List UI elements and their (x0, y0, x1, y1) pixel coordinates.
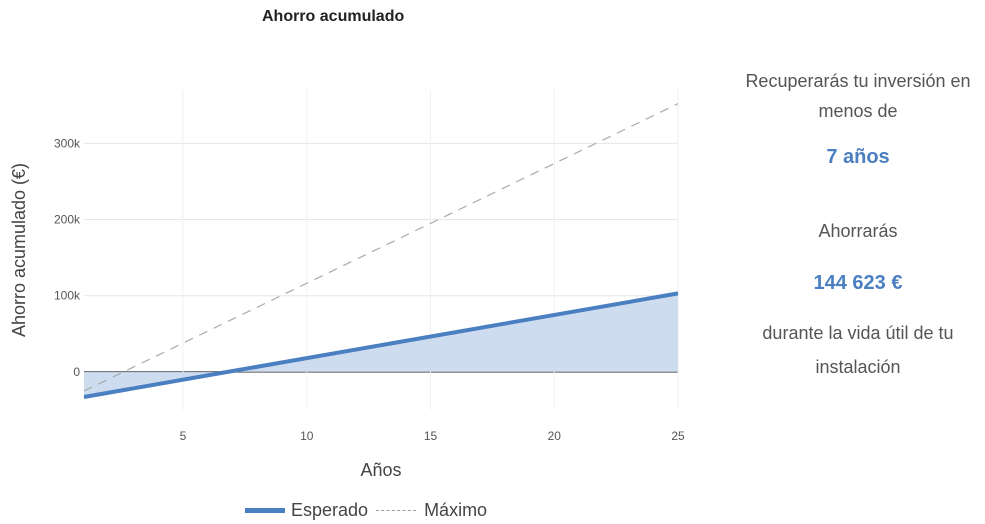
savings-summary: Recuperarás tu inversión en menos de 7 a… (718, 66, 985, 382)
y-tick-label: 200k (54, 213, 81, 227)
series-line-maximo (83, 103, 679, 392)
y-tick-label: 300k (54, 136, 81, 150)
chart-plot: 0 100k 200k 300k 5 10 15 20 25 Años Ahorro acumu… (9, 90, 685, 480)
x-tick-label: 5 (180, 429, 187, 443)
payback-text-2: menos de (818, 101, 898, 121)
y-tick-label: 0 (73, 365, 80, 379)
legend-label-esperado: Esperado (291, 500, 369, 520)
x-tick-label: 10 (300, 429, 314, 443)
chart-title: Ahorro acumulado (262, 8, 405, 25)
y-axis-label: Ahorro acumulado (€) (9, 163, 29, 337)
series-line-esperado (83, 291, 679, 399)
legend-label-maximo: Máximo (424, 500, 488, 520)
lifetime-text-2: instalación (815, 357, 901, 377)
savings-text: Ahorrarás (818, 221, 898, 241)
payback-text: Recuperarás tu inversión en (745, 71, 971, 91)
x-tick-label: 20 (548, 429, 562, 443)
x-tick-label: 15 (424, 429, 438, 443)
legend-swatch-esperado (245, 508, 285, 513)
legend-item-maximo[interactable]: Máximo (376, 500, 487, 521)
savings-value: 144 623 € (813, 272, 903, 294)
legend-swatch-maximo (376, 510, 417, 511)
lifetime-text: durante la vida útil de tu (762, 323, 954, 343)
y-tick-label: 100k (54, 289, 81, 303)
legend: Esperado Máximo (245, 500, 495, 521)
payback-value: 7 años (826, 146, 890, 168)
x-axis-label: Años (360, 460, 401, 480)
x-tick-label: 25 (671, 429, 685, 443)
legend-item-esperado[interactable]: Esperado (245, 500, 368, 521)
